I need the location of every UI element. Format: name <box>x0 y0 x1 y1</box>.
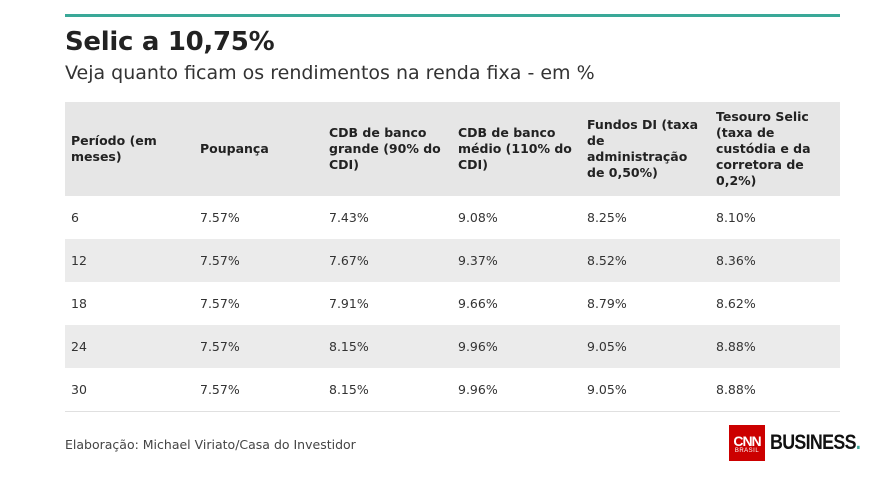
table-cell: 7.43% <box>323 196 452 239</box>
table-cell: 7.57% <box>194 368 323 412</box>
business-wordmark: BUSINESS. <box>770 431 861 455</box>
table-cell: 8.36% <box>710 239 840 282</box>
column-header-cdb-grande: CDB de banco grande (90% do CDI) <box>323 102 452 196</box>
table-cell: 7.67% <box>323 239 452 282</box>
column-header-fundos-di: Fundos DI (taxa de administração de 0,50… <box>581 102 710 196</box>
table-row: 18 7.57% 7.91% 9.66% 8.79% 8.62% <box>65 282 840 325</box>
table-cell: 8.15% <box>323 368 452 412</box>
chart-title: Selic a 10,75% <box>65 27 275 57</box>
cnn-logo-text: CNN <box>733 432 761 449</box>
accent-rule <box>65 14 840 17</box>
column-header-tesouro-selic: Tesouro Selic (taxa de custódia e da cor… <box>710 102 840 196</box>
table-cell: 7.57% <box>194 325 323 368</box>
table-cell: 9.96% <box>452 325 581 368</box>
cnn-logo-box: CNN BRASIL <box>729 425 765 461</box>
column-header-periodo: Período (em meses) <box>65 102 194 196</box>
table-cell: 12 <box>65 239 194 282</box>
table-cell: 30 <box>65 368 194 412</box>
business-wordmark-dot: . <box>855 431 861 454</box>
table-cell: 8.88% <box>710 368 840 412</box>
table-cell: 7.57% <box>194 239 323 282</box>
table-cell: 8.88% <box>710 325 840 368</box>
table-cell: 24 <box>65 325 194 368</box>
column-header-poupanca: Poupança <box>194 102 323 196</box>
business-wordmark-text: BUSINESS <box>770 431 857 454</box>
table-cell: 9.05% <box>581 368 710 412</box>
table-cell: 7.57% <box>194 282 323 325</box>
cnn-logo-subtext: BRASIL <box>734 447 760 454</box>
table-row: 30 7.57% 8.15% 9.96% 9.05% 8.88% <box>65 368 840 412</box>
table-cell: 9.05% <box>581 325 710 368</box>
table-cell: 8.79% <box>581 282 710 325</box>
table-cell: 8.10% <box>710 196 840 239</box>
table-cell: 9.08% <box>452 196 581 239</box>
table-cell: 8.52% <box>581 239 710 282</box>
source-credit: Elaboração: Michael Viriato/Casa do Inve… <box>65 437 356 452</box>
table-cell: 9.96% <box>452 368 581 412</box>
yield-table: Período (em meses) Poupança CDB de banco… <box>65 102 840 412</box>
table-row: 6 7.57% 7.43% 9.08% 8.25% 8.10% <box>65 196 840 239</box>
table-cell: 8.62% <box>710 282 840 325</box>
table-cell: 9.66% <box>452 282 581 325</box>
table-row: 12 7.57% 7.67% 9.37% 8.52% 8.36% <box>65 239 840 282</box>
table-cell: 7.57% <box>194 196 323 239</box>
table-cell: 8.25% <box>581 196 710 239</box>
column-header-cdb-medio: CDB de banco médio (110% do CDI) <box>452 102 581 196</box>
table-cell: 7.91% <box>323 282 452 325</box>
table-cell: 9.37% <box>452 239 581 282</box>
table-cell: 18 <box>65 282 194 325</box>
table-header-row: Período (em meses) Poupança CDB de banco… <box>65 102 840 196</box>
table-cell: 8.15% <box>323 325 452 368</box>
table-cell: 6 <box>65 196 194 239</box>
cnn-business-logo: CNN BRASIL BUSINESS. <box>729 425 873 461</box>
table-row: 24 7.57% 8.15% 9.96% 9.05% 8.88% <box>65 325 840 368</box>
chart-subtitle: Veja quanto ficam os rendimentos na rend… <box>65 62 595 84</box>
